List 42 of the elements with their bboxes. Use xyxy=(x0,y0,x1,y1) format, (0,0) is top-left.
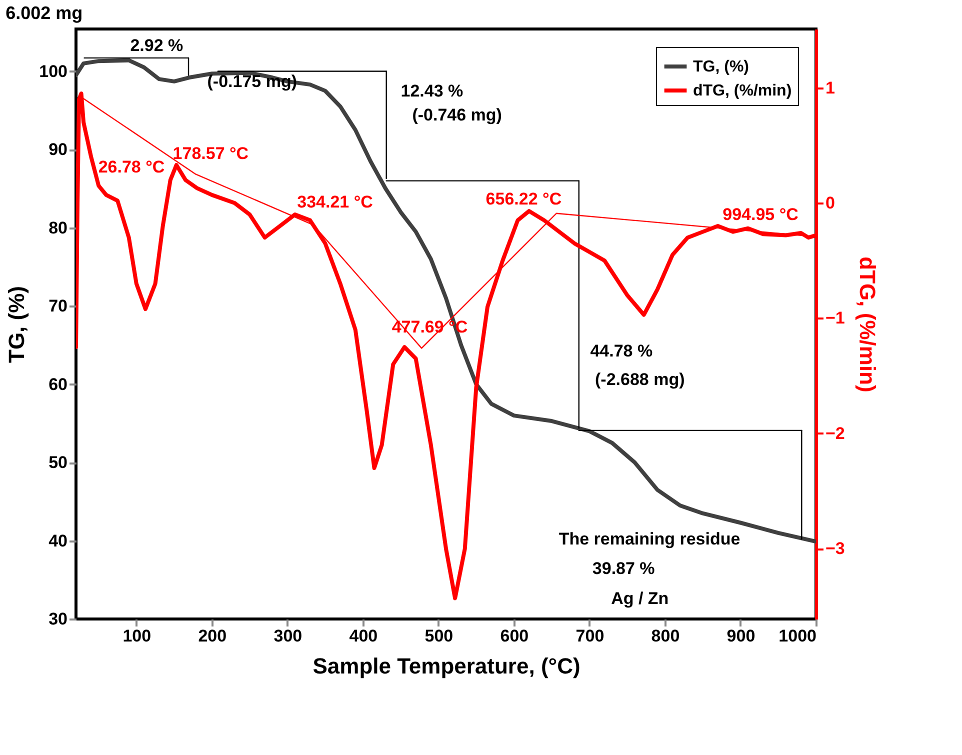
y-tick-label: 40 xyxy=(48,531,68,550)
x-tick-label: 400 xyxy=(349,626,378,646)
annotation: 178.57 °C xyxy=(172,144,249,164)
legend-label: dTG, (%/min) xyxy=(693,82,792,100)
y-tick-label: 60 xyxy=(48,374,68,394)
annotation: 334.21 °C xyxy=(297,192,373,212)
annotation: The remaining residue xyxy=(558,529,740,548)
y2-tick-label: −3 xyxy=(826,539,845,558)
y-tick-label: 90 xyxy=(48,140,68,160)
x-tick-label: 900 xyxy=(726,626,756,646)
x-tick-label: 500 xyxy=(424,626,454,646)
x-axis-title: Sample Temperature, (°C) xyxy=(312,654,580,678)
annotation: 44.78 % xyxy=(590,342,653,361)
y2-tick-label: 1 xyxy=(826,78,835,98)
x-tick-label: 1000 xyxy=(778,626,816,646)
annotation: 2.92 % xyxy=(130,36,184,56)
annotation: Ag / Zn xyxy=(611,588,669,608)
x-tick-label: 100 xyxy=(122,626,152,646)
chart-title: 6.002 mg xyxy=(6,3,83,23)
y2-tick-label: 0 xyxy=(826,194,835,213)
x-tick-label: 300 xyxy=(274,626,302,646)
y-tick-label: 50 xyxy=(48,453,68,472)
y-tick-label: 30 xyxy=(48,610,68,628)
x-tick-label: 800 xyxy=(651,626,680,646)
y-axis-title: TG, (%) xyxy=(4,286,30,363)
annotation: 39.87 % xyxy=(592,558,655,578)
annotation: (-0.746 mg) xyxy=(412,106,502,125)
legend-label: TG, (%) xyxy=(693,58,749,76)
y2-axis-title: dTG, (%/min) xyxy=(854,256,880,392)
annotation: (-2.688 mg) xyxy=(595,370,685,390)
x-tick-label: 700 xyxy=(576,626,604,646)
y-tick-label: 100 xyxy=(39,62,68,81)
y-tick-label: 70 xyxy=(48,296,68,316)
y2-tick-label: −1 xyxy=(826,308,845,328)
x-tick-label: 600 xyxy=(500,626,529,646)
y2-tick-label: −2 xyxy=(826,424,845,443)
y-tick-label: 80 xyxy=(48,218,68,238)
annotation: 26.78 °C xyxy=(98,158,165,177)
x-tick-label: 200 xyxy=(198,626,227,646)
annotation: 994.95 °C xyxy=(722,204,798,224)
annotation: 12.43 % xyxy=(400,82,464,101)
annotation: 656.22 °C xyxy=(486,190,562,209)
